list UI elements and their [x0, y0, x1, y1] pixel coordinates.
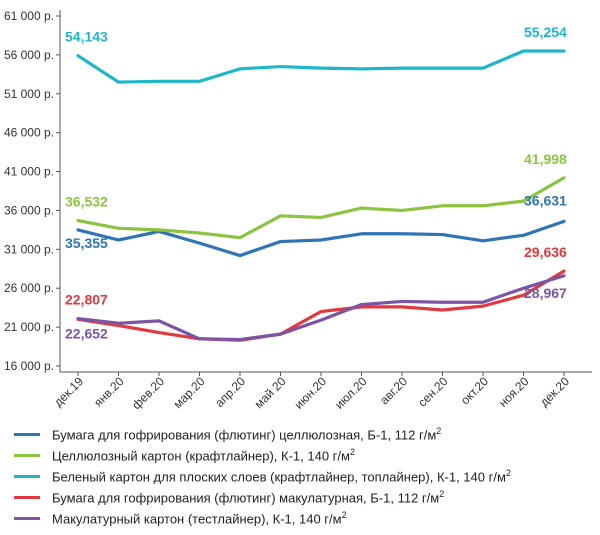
series-line: [76, 274, 566, 342]
x-tick-label: окт.20: [458, 374, 491, 407]
legend-unit-superscript: 2: [349, 447, 355, 458]
series-line: [76, 219, 566, 258]
x-tick-label: сен.20: [415, 374, 451, 410]
legend-swatch: [14, 496, 40, 499]
series-line: [76, 49, 566, 84]
legend-label: Бумага для гофрирования (флютинг) макула…: [52, 489, 445, 506]
legend: Бумага для гофрирования (флютинг) целлюл…: [14, 424, 594, 529]
start-value-label: 36,532: [65, 194, 108, 210]
legend-swatch: [14, 517, 40, 520]
y-tick-label: 31 000 р.: [4, 242, 54, 256]
y-tick-label: 26 000 р.: [4, 281, 54, 295]
x-axis-ticks: дек.19 янв.20 фев.20 мар.20 апр.20 май 20 июн.…: [51, 372, 572, 412]
end-value-label: 36,631: [524, 192, 567, 208]
legend-item: Беленый картон для плоских слоев (крафтл…: [14, 466, 594, 487]
y-tick-label: 51 000 р.: [4, 87, 54, 101]
data-labels: 35,355 36,631 36,532 41,998 54,143 55,254 22,8…: [65, 24, 567, 342]
x-tick-label: мар.20: [171, 374, 208, 411]
start-value-label: 22,807: [65, 291, 108, 307]
x-tick-label: дек.20: [537, 374, 572, 409]
x-tick-label: фев.20: [129, 374, 167, 412]
x-tick-label: май 20: [252, 374, 289, 411]
y-tick-label: 46 000 р.: [4, 126, 54, 140]
end-value-label: 29,636: [524, 244, 567, 260]
legend-label: Бумага для гофрирования (флютинг) целлюл…: [52, 426, 442, 443]
series-line: [76, 176, 566, 240]
legend-swatch: [14, 433, 40, 436]
legend-label: Целлюлозный картон (крафтлайнер), К-1, 1…: [52, 447, 355, 464]
legend-label: Макулатурный картон (тестлайнер), К-1, 1…: [52, 510, 347, 527]
x-tick-label: ноя.20: [496, 374, 532, 410]
end-value-label: 55,254: [524, 24, 567, 40]
legend-item: Бумага для гофрирования (флютинг) целлюл…: [14, 424, 594, 445]
legend-swatch: [14, 454, 40, 457]
x-tick-label: июн.20: [292, 374, 330, 412]
end-value-label: 28,967: [524, 285, 567, 301]
legend-unit-superscript: 2: [341, 510, 347, 521]
y-tick-label: 61 000 р.: [4, 9, 54, 23]
legend-unit-superscript: 2: [436, 426, 442, 437]
x-tick-label: янв.20: [91, 374, 127, 410]
legend-swatch: [14, 475, 40, 478]
x-tick-label: дек.19: [51, 374, 86, 409]
legend-unit-superscript: 2: [505, 468, 511, 479]
x-tick-label: апр.20: [212, 374, 248, 410]
legend-label: Беленый картон для плоских слоев (крафтл…: [52, 468, 511, 485]
start-value-label: 54,143: [65, 29, 108, 45]
series-line: [76, 269, 566, 342]
y-tick-label: 56 000 р.: [4, 48, 54, 62]
y-tick-label: 16 000 р.: [4, 359, 54, 373]
y-axis-ticks: 16 000 р. 21 000 р. 26 000 р. 31 000 р. 36 0…: [4, 9, 60, 373]
end-value-label: 41,998: [524, 151, 567, 167]
legend-item: Бумага для гофрирования (флютинг) макула…: [14, 487, 594, 508]
legend-item: Макулатурный картон (тестлайнер), К-1, 1…: [14, 508, 594, 529]
x-tick-label: июл.20: [332, 374, 370, 412]
y-tick-label: 36 000 р.: [4, 203, 54, 217]
series-lines: [76, 49, 566, 342]
y-tick-label: 21 000 р.: [4, 320, 54, 334]
start-value-label: 35,355: [65, 235, 108, 251]
start-value-label: 22,652: [65, 326, 108, 342]
y-tick-label: 41 000 р.: [4, 165, 54, 179]
x-tick-label: авг.20: [377, 374, 410, 407]
legend-unit-superscript: 2: [439, 489, 445, 500]
legend-item: Целлюлозный картон (крафтлайнер), К-1, 1…: [14, 445, 594, 466]
line-chart: 16 000 р. 21 000 р. 26 000 р. 31 000 р. 36 0…: [4, 9, 592, 412]
